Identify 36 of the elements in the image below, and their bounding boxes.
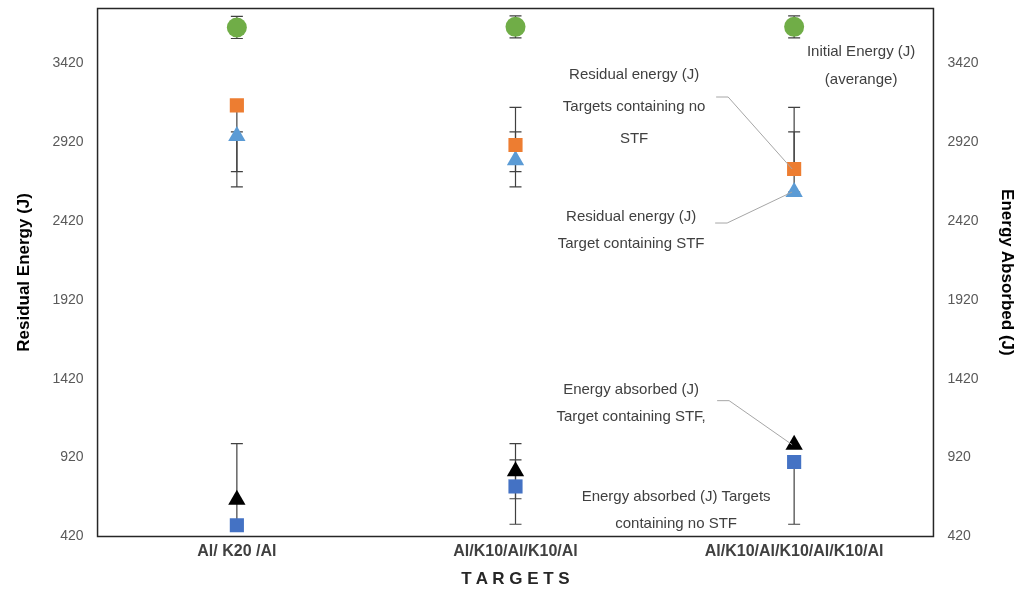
y-tick-label: 420 bbox=[60, 527, 84, 544]
y2-tick-label: 3420 bbox=[947, 54, 979, 71]
x-axis-title: T A R G E T S bbox=[461, 569, 570, 589]
point bbox=[229, 98, 244, 113]
point bbox=[508, 137, 523, 153]
y2-tick-label: 920 bbox=[947, 448, 972, 465]
annotation: Residual energy (J) Target containing STF bbox=[556, 205, 706, 253]
y2-tick-label: 2420 bbox=[947, 212, 979, 229]
annotation: Residual energy (J) Targets containing no STF bbox=[561, 64, 707, 148]
y-tick-label: 1420 bbox=[52, 369, 84, 386]
x-tick-label: Al/K10/Al/K10/Al/K10/Al bbox=[704, 542, 884, 560]
x-tick-label: Al/ K20 /Al bbox=[197, 542, 277, 560]
y-tick-label: 1920 bbox=[52, 290, 84, 307]
point bbox=[787, 454, 802, 470]
y2-tick-label: 1920 bbox=[947, 290, 979, 307]
x-tick-label: Al/K10/Al/K10/Al bbox=[453, 542, 578, 560]
point bbox=[228, 489, 246, 505]
y-axis-title: Residual Energy (J) bbox=[13, 193, 33, 352]
y2-tick-label: 2920 bbox=[947, 133, 979, 150]
point bbox=[785, 182, 803, 198]
annotation: Energy absorbed (J) Targets containing no STF bbox=[580, 485, 772, 533]
point bbox=[229, 518, 244, 533]
y2-tick-label: 420 bbox=[947, 527, 972, 544]
point bbox=[506, 461, 525, 477]
y2-axis-title: Energy Absorbed (J) bbox=[998, 189, 1018, 356]
annotation: Energy absorbed (J) Target containing STF, bbox=[555, 379, 707, 427]
point bbox=[508, 479, 523, 494]
point bbox=[785, 434, 803, 450]
y-tick-label: 3420 bbox=[52, 54, 84, 71]
annotation: Initial Energy (J) (averange) bbox=[805, 40, 917, 89]
y-tick-label: 2920 bbox=[52, 133, 84, 150]
point bbox=[506, 150, 525, 166]
y2-tick-label: 1420 bbox=[947, 369, 979, 386]
point bbox=[787, 161, 802, 177]
y-tick-label: 920 bbox=[60, 448, 84, 465]
y-tick-label: 2420 bbox=[52, 212, 84, 229]
